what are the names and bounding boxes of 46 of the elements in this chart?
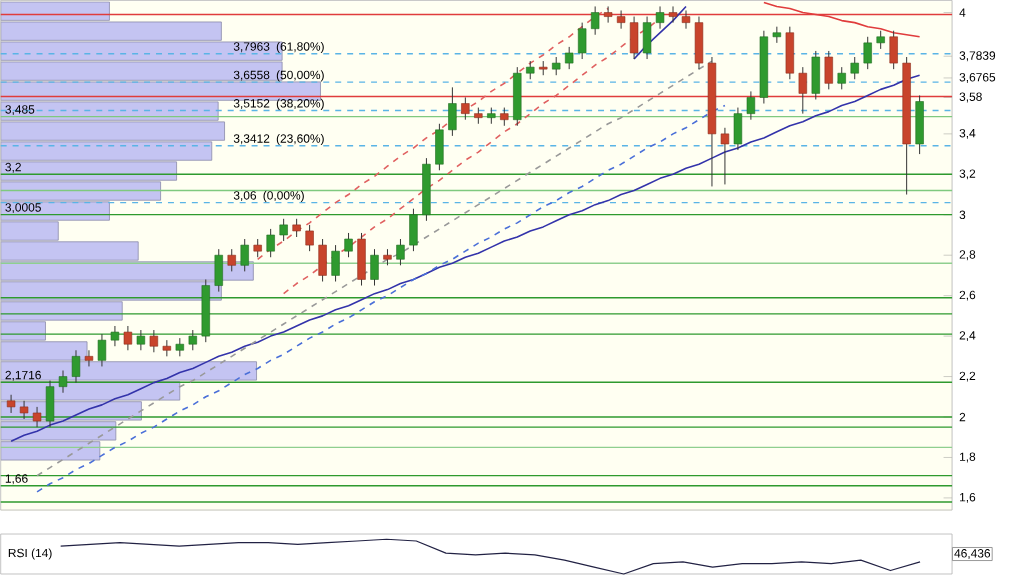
candlestick xyxy=(837,66,846,90)
candlestick xyxy=(370,248,379,286)
candlestick xyxy=(850,56,859,80)
candlestick xyxy=(565,46,574,70)
candlestick xyxy=(824,50,833,90)
candlestick xyxy=(214,248,223,292)
candlestick xyxy=(513,66,522,126)
candlestick xyxy=(603,5,613,23)
candlestick xyxy=(435,122,444,171)
candlestick xyxy=(785,25,795,80)
candlestick xyxy=(448,86,457,137)
candlestick xyxy=(746,90,756,120)
candlestick xyxy=(19,399,29,420)
candlestick xyxy=(279,217,288,242)
candlestick xyxy=(123,325,133,351)
candlestick xyxy=(811,50,820,100)
candlestick xyxy=(331,244,340,282)
candlestick xyxy=(396,238,405,266)
candlestick xyxy=(240,238,249,272)
candlestick xyxy=(616,9,626,29)
candlestick xyxy=(461,96,470,120)
candlestick xyxy=(590,5,600,35)
candlestick xyxy=(318,238,327,282)
candlestick xyxy=(629,15,639,60)
candlestick xyxy=(863,35,872,70)
candlestick xyxy=(526,60,535,80)
candlestick xyxy=(552,56,561,76)
candlestick xyxy=(84,349,94,367)
candlestick xyxy=(500,106,509,126)
candlestick xyxy=(305,224,314,252)
candlestick xyxy=(772,25,782,43)
candlestick xyxy=(577,21,587,60)
candlestick xyxy=(32,406,42,428)
candlestick xyxy=(344,232,353,258)
candlestick xyxy=(266,228,275,258)
candlestick xyxy=(357,232,366,286)
candlestick xyxy=(227,248,236,272)
candlestick xyxy=(253,238,262,258)
candlestick xyxy=(876,29,885,50)
candlestick xyxy=(149,329,159,353)
candlestick xyxy=(798,66,808,114)
candlestick xyxy=(733,106,743,151)
candlestick xyxy=(292,217,301,238)
candlestick xyxy=(915,94,924,155)
candlestick xyxy=(889,29,898,70)
candlestick xyxy=(6,393,16,414)
